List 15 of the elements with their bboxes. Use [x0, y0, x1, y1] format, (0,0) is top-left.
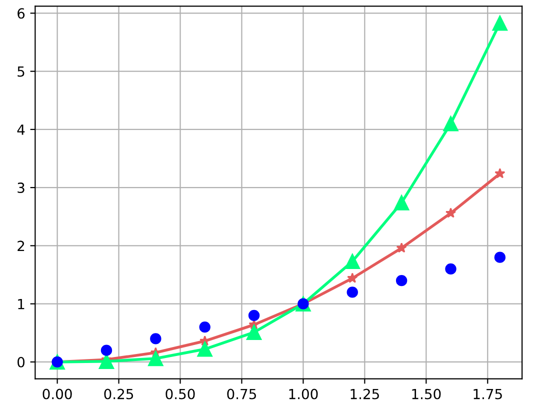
y-tick-label: 1 — [18, 298, 24, 310]
y-tick-label: 0 — [18, 356, 25, 368]
y-tick-label: 2 — [18, 240, 24, 251]
y-tick-label: 6 — [18, 8, 25, 19]
y-tick-label: 5 — [18, 66, 24, 77]
x-tick-label: 1.00 — [289, 388, 318, 400]
y-tick-label: 3 — [18, 182, 24, 194]
x-tick-label: 1.75 — [474, 388, 502, 400]
x-tick-label: 0.50 — [166, 388, 195, 400]
x-tick-label: 0.00 — [42, 388, 72, 400]
x-tick-label: 1.25 — [350, 388, 379, 400]
x-tick-label: 0.25 — [104, 388, 134, 400]
x-tick-label: 0.75 — [227, 388, 256, 400]
x-tick-label: 1.50 — [412, 388, 441, 400]
y-tick-label: 4 — [17, 124, 25, 135]
